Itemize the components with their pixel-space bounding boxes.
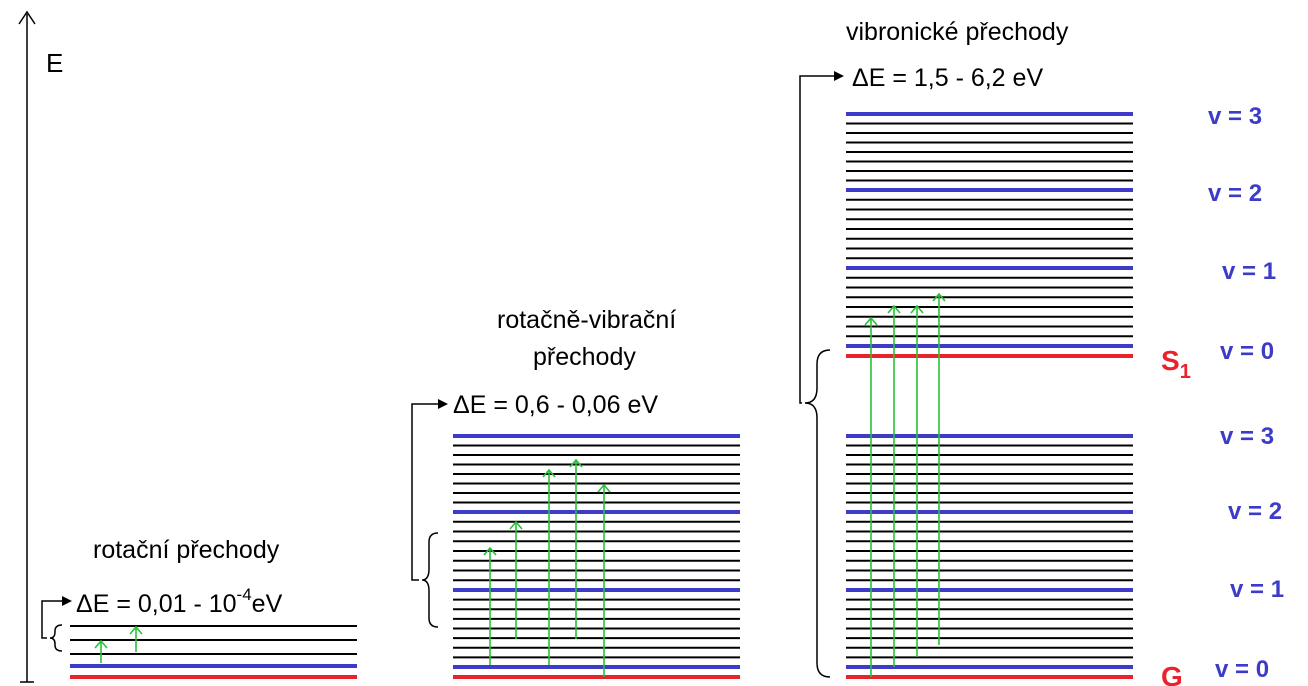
transition-arrow-head xyxy=(569,458,583,468)
transition-arrow xyxy=(887,304,901,667)
transition-arrow-head xyxy=(910,304,924,314)
v-label-lower-0: v = 0 xyxy=(1215,656,1269,683)
transition-arrow xyxy=(932,292,946,645)
panel-rotational-delta-exponent: -4 xyxy=(237,585,252,604)
panel-rovibrational: rotačně-vibrační přechody ΔE = 0,6 - 0,0… xyxy=(411,306,740,679)
transition-arrow-head xyxy=(509,520,523,530)
panel-rovibrational-levels xyxy=(453,434,740,679)
panel-rotational-delta: ΔE = 0,01 - 10-4eV xyxy=(76,585,283,618)
panel-rotational-bracket-arrow xyxy=(41,596,72,639)
v-label-lower-1: v = 1 xyxy=(1230,576,1284,603)
panel-rotational-title: rotační přechody xyxy=(93,536,280,564)
state-label-s1-main: S xyxy=(1161,345,1180,376)
panel-rotational-delta-unit: eV xyxy=(252,590,283,618)
transition-arrow xyxy=(597,483,611,677)
panel-rovibrational-bracket-arrow xyxy=(411,399,448,581)
transition-arrow xyxy=(509,520,523,639)
panel-rovibrational-transitions xyxy=(483,458,611,677)
transition-arrow-head xyxy=(864,316,878,326)
panel-vibronic-levels xyxy=(846,112,1133,679)
panel-rovibrational-delta: ΔE = 0,6 - 0,06 eV xyxy=(453,391,658,419)
transition-arrow xyxy=(129,625,143,652)
panel-rotational: rotační přechody ΔE = 0,01 - 10-4eV xyxy=(41,536,357,679)
vibrational-quantum-labels: v = 3 v = 2 v = 1 v = 0 v = 3 v = 2 v = … xyxy=(1208,103,1284,683)
transition-arrow xyxy=(864,316,878,677)
v-label-lower-3: v = 3 xyxy=(1220,423,1274,450)
transition-arrow xyxy=(569,458,583,639)
panel-vibronic-brace xyxy=(804,349,831,678)
transition-arrow-head xyxy=(932,292,946,302)
panel-rotational-transitions xyxy=(94,625,143,663)
energy-axis-label: E xyxy=(46,48,63,78)
panel-rotational-brace xyxy=(49,624,63,652)
transition-arrow-head xyxy=(129,625,143,635)
transition-arrow-head xyxy=(542,468,556,478)
v-label-upper-3: v = 3 xyxy=(1208,103,1262,130)
panel-vibronic-delta: ΔE = 1,5 - 6,2 eV xyxy=(852,64,1043,92)
panel-vibronic: vibronické přechody ΔE = 1,5 - 6,2 eV xyxy=(799,18,1133,679)
transition-arrow-head xyxy=(94,639,108,649)
state-label-s1: S1 xyxy=(1161,345,1191,383)
electronic-state-labels: S1 G xyxy=(1161,345,1191,686)
state-label-g: G xyxy=(1161,661,1183,686)
v-label-upper-2: v = 2 xyxy=(1208,180,1262,207)
transition-arrow-head xyxy=(483,546,497,556)
energy-axis-arrowhead xyxy=(18,10,36,25)
v-label-lower-2: v = 2 xyxy=(1228,498,1282,525)
panel-rovibrational-brace xyxy=(421,532,439,628)
panel-rotational-delta-prefix: ΔE = 0,01 - 10 xyxy=(76,590,237,618)
panel-vibronic-transitions xyxy=(864,292,946,677)
transition-arrow-head xyxy=(597,483,611,493)
panel-rotational-levels xyxy=(70,625,357,679)
panel-vibronic-bracket-arrow xyxy=(799,71,844,404)
transition-arrow xyxy=(910,304,924,657)
state-label-s1-subscript: 1 xyxy=(1180,361,1191,383)
transition-arrow xyxy=(94,639,108,663)
transition-arrow xyxy=(483,546,497,665)
transition-arrow-head xyxy=(887,304,901,314)
panel-rovibrational-title-line1: rotačně-vibrační xyxy=(497,306,676,334)
transition-arrow xyxy=(542,468,556,665)
panel-rovibrational-title-line2: přechody xyxy=(533,343,636,371)
energy-axis: E xyxy=(18,10,63,683)
panel-vibronic-title: vibronické přechody xyxy=(846,18,1069,46)
v-label-upper-1: v = 1 xyxy=(1222,258,1276,285)
v-label-upper-0: v = 0 xyxy=(1220,338,1274,365)
